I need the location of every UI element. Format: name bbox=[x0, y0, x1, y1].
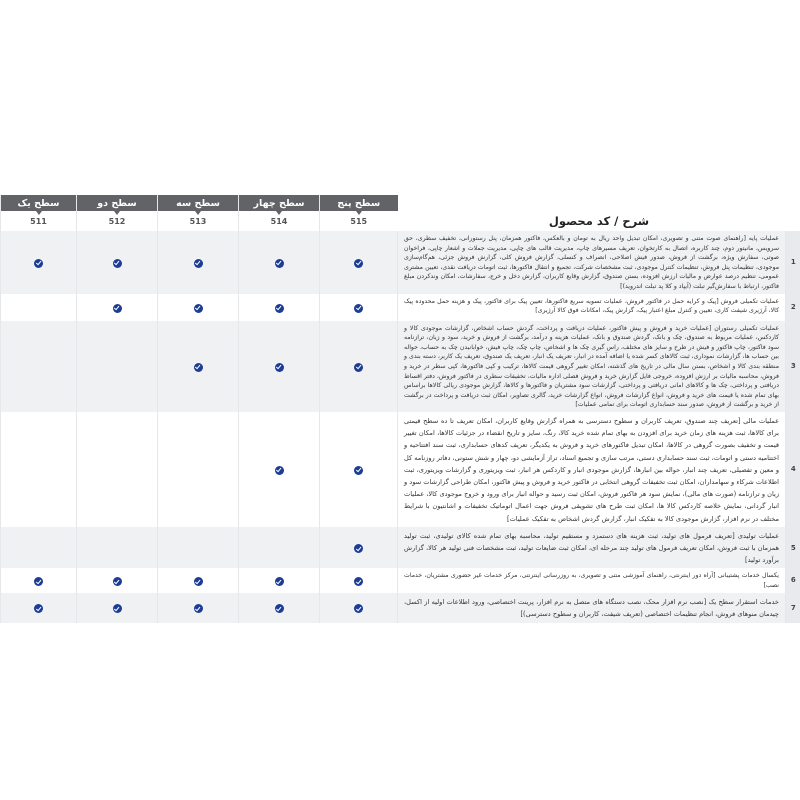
level-header: سطح سه bbox=[157, 195, 239, 216]
row-number: 2 bbox=[785, 293, 800, 321]
level-cell bbox=[0, 293, 77, 321]
level-cell bbox=[0, 411, 77, 527]
check-circle-icon bbox=[34, 604, 43, 614]
level-cell bbox=[238, 293, 320, 321]
level-header: سطح پنج bbox=[319, 195, 398, 216]
level-cell bbox=[76, 526, 158, 569]
check-circle-icon bbox=[193, 576, 203, 586]
description-header: شرح / کد محصول bbox=[397, 195, 800, 231]
level-cell bbox=[319, 592, 398, 623]
level-cell bbox=[238, 592, 320, 623]
row-number: 7 bbox=[785, 592, 800, 623]
row-description: عملیات پایه [راهنمای صوت متنی و تصویری، … bbox=[396, 231, 786, 294]
check-circle-icon bbox=[193, 362, 203, 372]
row-description: عملیات تکمیلی رستوران [عملیات خرید و فرو… bbox=[396, 320, 786, 412]
table-row: 1 عملیات پایه [راهنمای صوت متنی و تصویری،… bbox=[0, 231, 800, 294]
check-circle-icon bbox=[274, 576, 284, 586]
check-circle-icon bbox=[354, 303, 363, 313]
level-cell bbox=[76, 231, 158, 294]
check-circle-icon bbox=[193, 604, 203, 614]
check-circle-icon bbox=[274, 303, 284, 313]
level-cell bbox=[319, 231, 398, 294]
check-circle-icon bbox=[193, 258, 203, 268]
level-cell bbox=[0, 592, 77, 623]
level-cell bbox=[76, 411, 158, 527]
table-row: 3 عملیات تکمیلی رستوران [عملیات خرید و فر… bbox=[0, 320, 800, 412]
row-description: خدمات استقرار سطح یک [نصب نرم افزار محک،… bbox=[396, 592, 786, 623]
level-cell bbox=[0, 568, 77, 593]
check-circle-icon bbox=[354, 362, 363, 372]
check-circle-icon bbox=[112, 576, 122, 586]
check-circle-icon bbox=[34, 258, 43, 268]
product-code: 514 bbox=[238, 211, 320, 231]
level-cell bbox=[238, 411, 320, 527]
check-circle-icon bbox=[112, 258, 122, 268]
level-cell bbox=[157, 320, 239, 412]
table-row: 5 عملیات تولیدی [تعریف فرمول های تولید، ث… bbox=[0, 526, 800, 569]
product-levels-table: شرح / کد محصول سطح پنج سطح چهار سطح سه سطح … bbox=[0, 195, 800, 623]
level-cell bbox=[238, 231, 320, 294]
table-row: 6 یکسال خدمات پشتیبانی [آراه دور اینترنتی… bbox=[0, 568, 800, 593]
row-number: 4 bbox=[785, 411, 800, 527]
check-circle-icon bbox=[34, 576, 43, 586]
level-cell bbox=[319, 568, 398, 593]
level-cell bbox=[319, 411, 398, 527]
check-circle-icon bbox=[112, 303, 122, 313]
level-cell bbox=[319, 320, 398, 412]
check-circle-icon bbox=[354, 576, 363, 586]
level-cell bbox=[157, 568, 239, 593]
check-circle-icon bbox=[354, 544, 363, 554]
level-cell bbox=[76, 568, 158, 593]
level-cell bbox=[238, 526, 320, 569]
row-description: عملیات مالی [تعریف چند صندوق، تعریف کارب… bbox=[396, 411, 786, 527]
level-header: سطح دو bbox=[76, 195, 158, 216]
level-cell bbox=[157, 592, 239, 623]
level-cell bbox=[157, 231, 239, 294]
level-cell bbox=[76, 293, 158, 321]
table-row: 2 عملیات تکمیلی فروش [پیک و کرایه حمل در … bbox=[0, 293, 800, 321]
check-circle-icon bbox=[274, 362, 284, 372]
level-cell bbox=[157, 293, 239, 321]
check-circle-icon bbox=[274, 258, 284, 268]
check-circle-icon bbox=[112, 604, 122, 614]
check-circle-icon bbox=[354, 465, 363, 475]
check-circle-icon bbox=[354, 258, 363, 268]
level-cell bbox=[157, 526, 239, 569]
level-cell bbox=[238, 568, 320, 593]
row-number: 5 bbox=[785, 526, 800, 569]
check-circle-icon bbox=[274, 465, 284, 475]
level-cell bbox=[157, 411, 239, 527]
product-code: 513 bbox=[157, 211, 239, 231]
level-cell bbox=[238, 320, 320, 412]
row-number: 6 bbox=[785, 568, 800, 593]
level-header: سطح یک bbox=[0, 195, 77, 216]
row-description: یکسال خدمات پشتیبانی [آراه دور اینترنتی،… bbox=[396, 568, 786, 593]
row-description: عملیات تولیدی [تعریف فرمول های تولید، ثب… bbox=[396, 526, 786, 569]
check-circle-icon bbox=[354, 604, 363, 614]
product-code: 511 bbox=[0, 211, 77, 231]
row-description: عملیات تکمیلی فروش [پیک و کرایه حمل در ف… bbox=[396, 293, 786, 321]
product-code: 512 bbox=[76, 211, 158, 231]
level-cell bbox=[319, 293, 398, 321]
product-code: 515 bbox=[319, 211, 398, 231]
level-cell bbox=[0, 526, 77, 569]
row-number: 1 bbox=[785, 231, 800, 294]
check-circle-icon bbox=[274, 604, 284, 614]
level-cell bbox=[76, 320, 158, 412]
table-row: 7 خدمات استقرار سطح یک [نصب نرم افزار محک… bbox=[0, 592, 800, 623]
level-cell bbox=[0, 231, 77, 294]
level-header: سطح چهار bbox=[238, 195, 320, 216]
level-cell bbox=[76, 592, 158, 623]
level-cell bbox=[319, 526, 398, 569]
row-number: 3 bbox=[785, 320, 800, 412]
check-circle-icon bbox=[193, 303, 203, 313]
table-row: 4 عملیات مالی [تعریف چند صندوق، تعریف کار… bbox=[0, 411, 800, 527]
level-cell bbox=[0, 320, 77, 412]
